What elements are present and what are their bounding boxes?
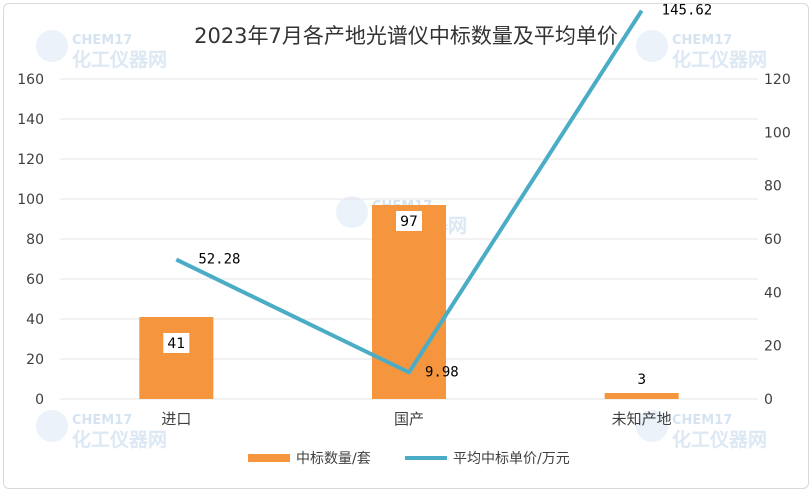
legend-line-label: 平均中标单价/万元 bbox=[453, 451, 570, 467]
watermark-bottom-text: 化工仪器网 bbox=[672, 428, 767, 451]
left-tick-label: 140 bbox=[17, 112, 44, 128]
right-tick-label: 40 bbox=[764, 285, 782, 301]
left-tick-label: 20 bbox=[26, 352, 44, 368]
category-labels: 进口 国产 未知产地 bbox=[161, 410, 671, 428]
right-tick-label: 80 bbox=[764, 179, 782, 195]
watermark-logo-icon bbox=[336, 196, 368, 228]
right-tick-label: 120 bbox=[764, 72, 791, 88]
bar-series: 41 97 3 bbox=[139, 205, 679, 399]
bar-data-label-box bbox=[633, 369, 651, 389]
right-tick-label: 20 bbox=[764, 339, 782, 355]
left-tick-label: 100 bbox=[17, 192, 44, 208]
line-series: 52.28 9.98 145.62 bbox=[175, 3, 713, 380]
watermark-bottom-text: 化工仪器网 bbox=[672, 48, 767, 71]
watermark-top-text: CHEM17 bbox=[72, 33, 132, 48]
chart-title: 2023年7月各产地光谱仪中标数量及平均单价 bbox=[194, 24, 618, 48]
line-data-label: 145.62 bbox=[662, 3, 713, 19]
bar bbox=[372, 205, 446, 399]
legend: 中标数量/套 平均中标单价/万元 bbox=[248, 451, 570, 467]
right-axis-ticks: 0 20 40 60 80 100 120 bbox=[764, 72, 791, 408]
right-tick-label: 0 bbox=[764, 392, 773, 408]
category-label: 国产 bbox=[394, 410, 424, 428]
line-data-label: 9.98 bbox=[425, 364, 459, 380]
bar-data-label-box bbox=[163, 333, 190, 353]
watermark-logo-icon bbox=[36, 30, 68, 62]
watermark-logo-icon bbox=[636, 410, 668, 442]
watermark-top-text: CHEM17 bbox=[672, 33, 732, 48]
bar-data-label-box bbox=[396, 211, 422, 231]
bar bbox=[604, 393, 679, 399]
category-label: 进口 bbox=[161, 410, 191, 428]
legend-bar-swatch bbox=[248, 454, 290, 462]
bar-data-label: 97 bbox=[400, 214, 418, 230]
watermark-logo-icon bbox=[36, 410, 68, 442]
legend-bar-label: 中标数量/套 bbox=[296, 451, 371, 467]
bar-data-label: 41 bbox=[167, 336, 185, 352]
line-data-label: 52.28 bbox=[198, 252, 240, 268]
bar-data-label: 3 bbox=[637, 372, 646, 388]
bar bbox=[139, 317, 214, 399]
left-tick-label: 60 bbox=[26, 272, 44, 288]
watermark-bottom-text: 化工仪器网 bbox=[72, 428, 167, 451]
left-tick-label: 120 bbox=[17, 152, 44, 168]
watermark-top-text: CHEM17 bbox=[672, 413, 732, 428]
watermark-logo-icon bbox=[636, 30, 668, 62]
right-tick-label: 100 bbox=[764, 125, 791, 141]
left-tick-label: 160 bbox=[17, 72, 44, 88]
left-tick-label: 0 bbox=[35, 392, 44, 408]
category-label: 未知产地 bbox=[612, 410, 672, 428]
right-tick-label: 60 bbox=[764, 232, 782, 248]
watermark-bottom-text: 化工仪器网 bbox=[72, 48, 167, 71]
left-axis-ticks: 0 20 40 60 80 100 120 140 160 bbox=[17, 72, 44, 408]
left-tick-label: 40 bbox=[26, 312, 44, 328]
left-tick-label: 80 bbox=[26, 232, 44, 248]
watermark-top-text: CHEM17 bbox=[72, 413, 132, 428]
line-path bbox=[175, 9, 644, 375]
